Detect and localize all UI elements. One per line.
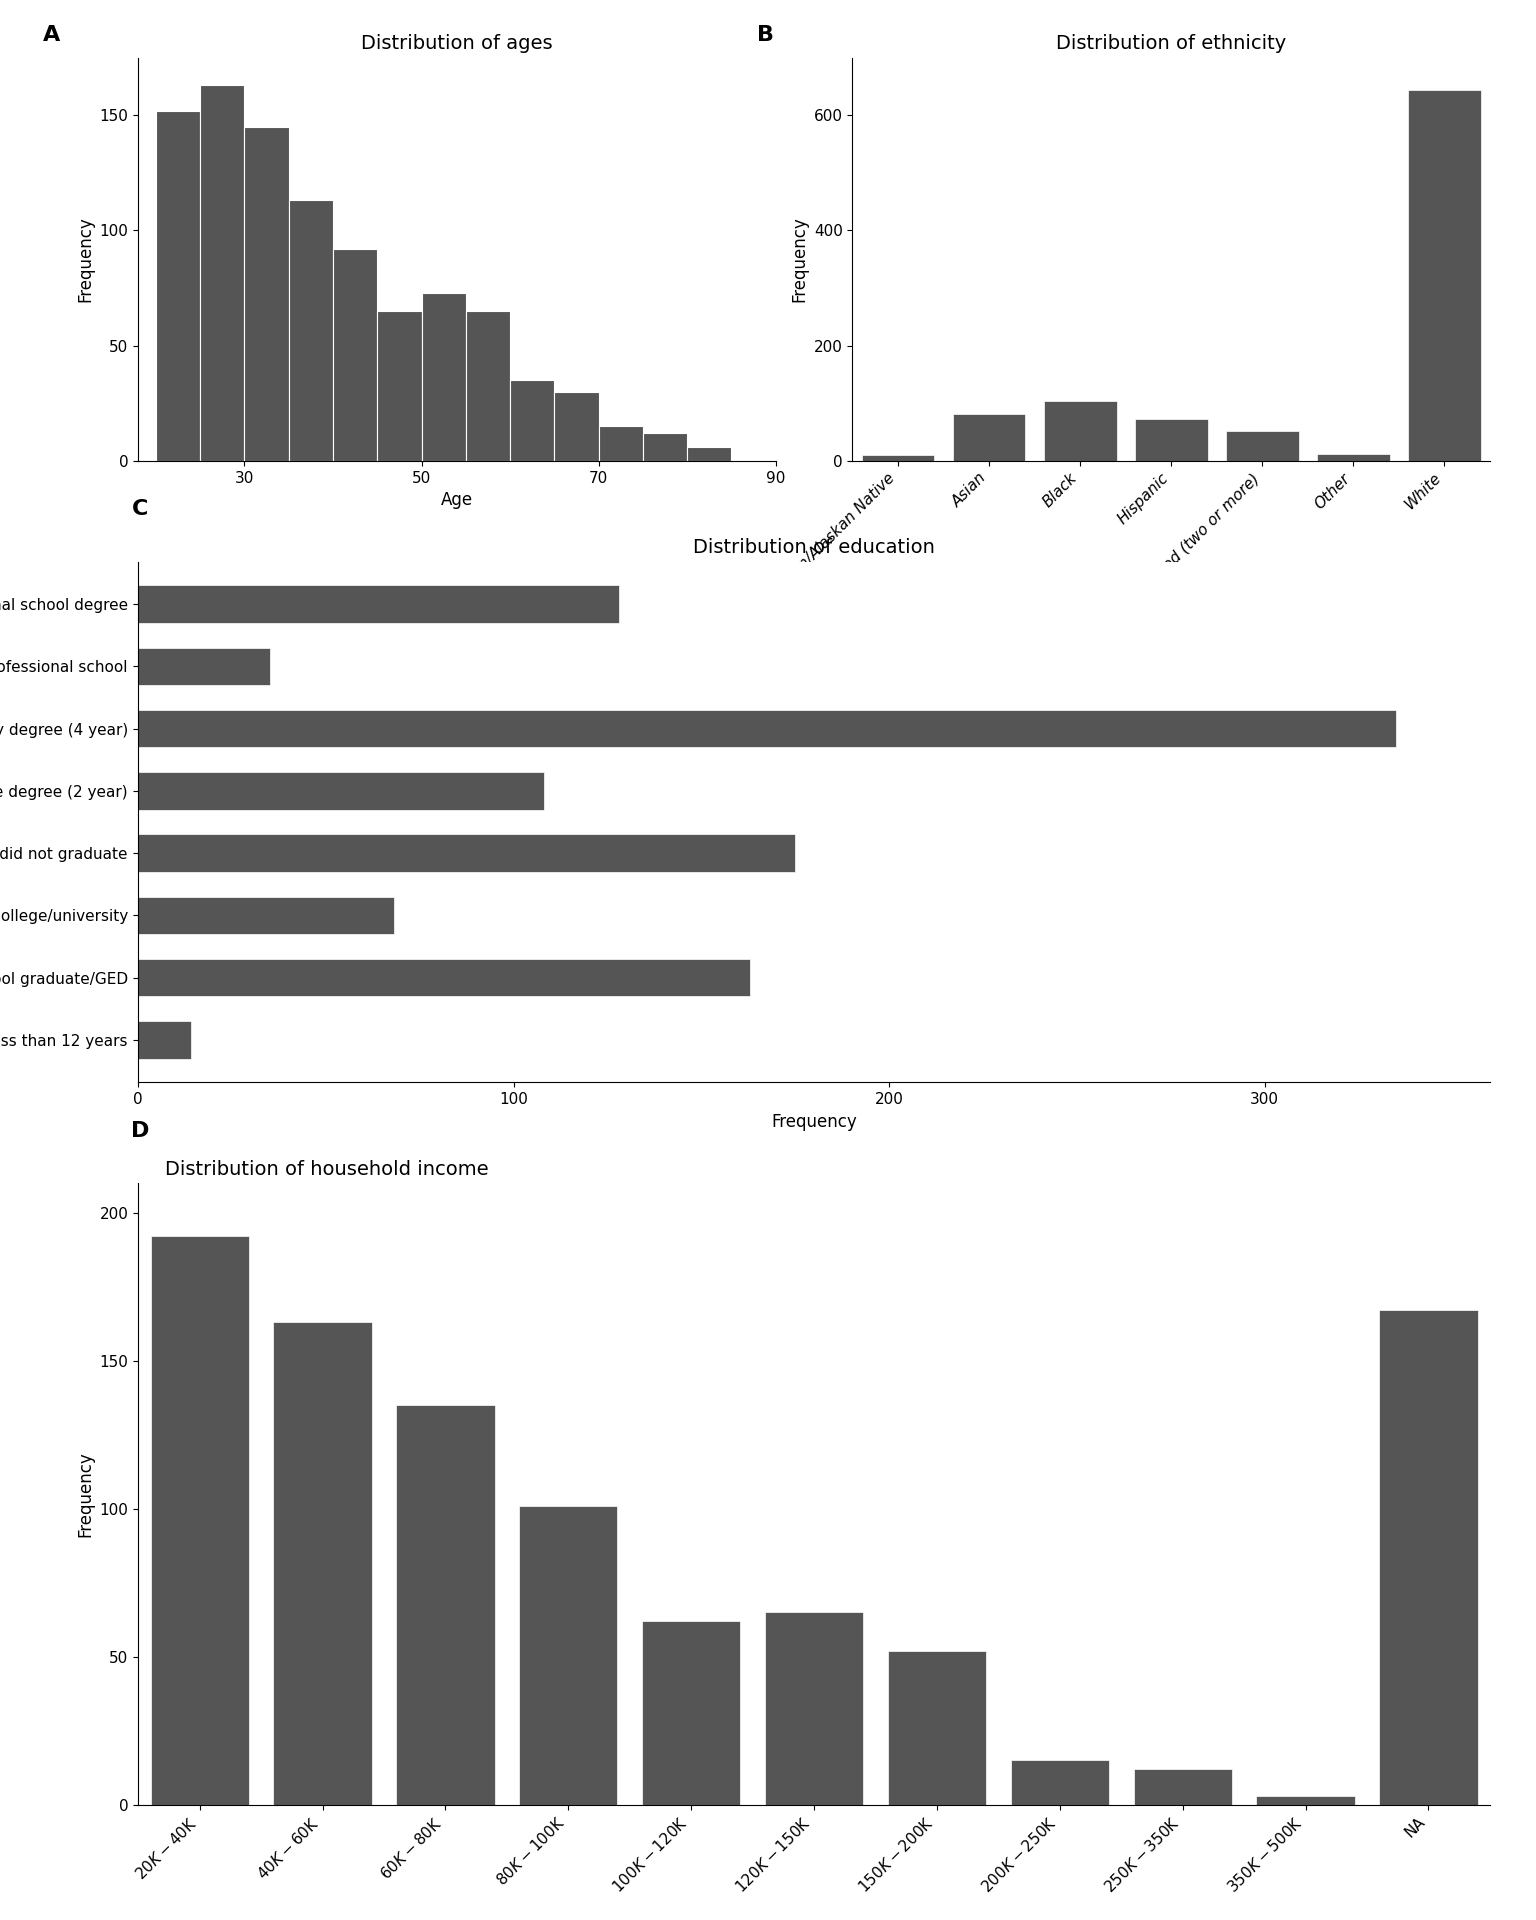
- Bar: [378, 311, 421, 461]
- Y-axis label: Frequency: Frequency: [77, 217, 94, 301]
- Bar: [1409, 90, 1481, 461]
- Bar: [289, 200, 333, 461]
- Bar: [421, 292, 465, 461]
- X-axis label: Frequency: Frequency: [771, 1114, 857, 1131]
- Bar: [888, 1651, 986, 1805]
- Bar: [952, 413, 1026, 461]
- Bar: [138, 772, 544, 810]
- Bar: [765, 1613, 863, 1805]
- Bar: [599, 426, 644, 461]
- Y-axis label: Frequency: Frequency: [77, 1452, 94, 1536]
- Text: C: C: [132, 499, 147, 518]
- Bar: [1134, 1770, 1232, 1805]
- Bar: [244, 127, 289, 461]
- Bar: [138, 586, 619, 622]
- Title: Distribution of ages: Distribution of ages: [361, 35, 553, 54]
- Bar: [138, 835, 796, 872]
- Bar: [138, 960, 750, 996]
- Bar: [396, 1405, 495, 1805]
- Bar: [151, 1236, 249, 1805]
- Bar: [1135, 419, 1207, 461]
- Y-axis label: Frequency: Frequency: [790, 217, 808, 301]
- Bar: [644, 434, 687, 461]
- Bar: [138, 1021, 190, 1058]
- Text: D: D: [132, 1121, 151, 1140]
- Bar: [465, 311, 510, 461]
- Bar: [519, 1505, 617, 1805]
- Bar: [138, 897, 393, 935]
- Bar: [138, 647, 270, 685]
- X-axis label: Age: Age: [441, 492, 473, 509]
- Bar: [510, 380, 554, 461]
- Bar: [687, 447, 731, 461]
- Bar: [1011, 1761, 1109, 1805]
- Text: A: A: [43, 25, 60, 46]
- Bar: [200, 84, 244, 461]
- Bar: [1316, 453, 1390, 461]
- Bar: [862, 455, 934, 461]
- Bar: [333, 250, 378, 461]
- Bar: [554, 392, 599, 461]
- Bar: [157, 111, 200, 461]
- Bar: [642, 1620, 740, 1805]
- Bar: [1226, 430, 1299, 461]
- Bar: [1379, 1311, 1478, 1805]
- Bar: [273, 1323, 372, 1805]
- Title: Distribution of education: Distribution of education: [693, 538, 935, 557]
- Title: Distribution of ethnicity: Distribution of ethnicity: [1057, 35, 1286, 54]
- Bar: [1044, 401, 1117, 461]
- Bar: [1256, 1795, 1355, 1805]
- Text: B: B: [757, 25, 774, 46]
- Bar: [138, 710, 1396, 747]
- Text: Distribution of household income: Distribution of household income: [166, 1160, 488, 1179]
